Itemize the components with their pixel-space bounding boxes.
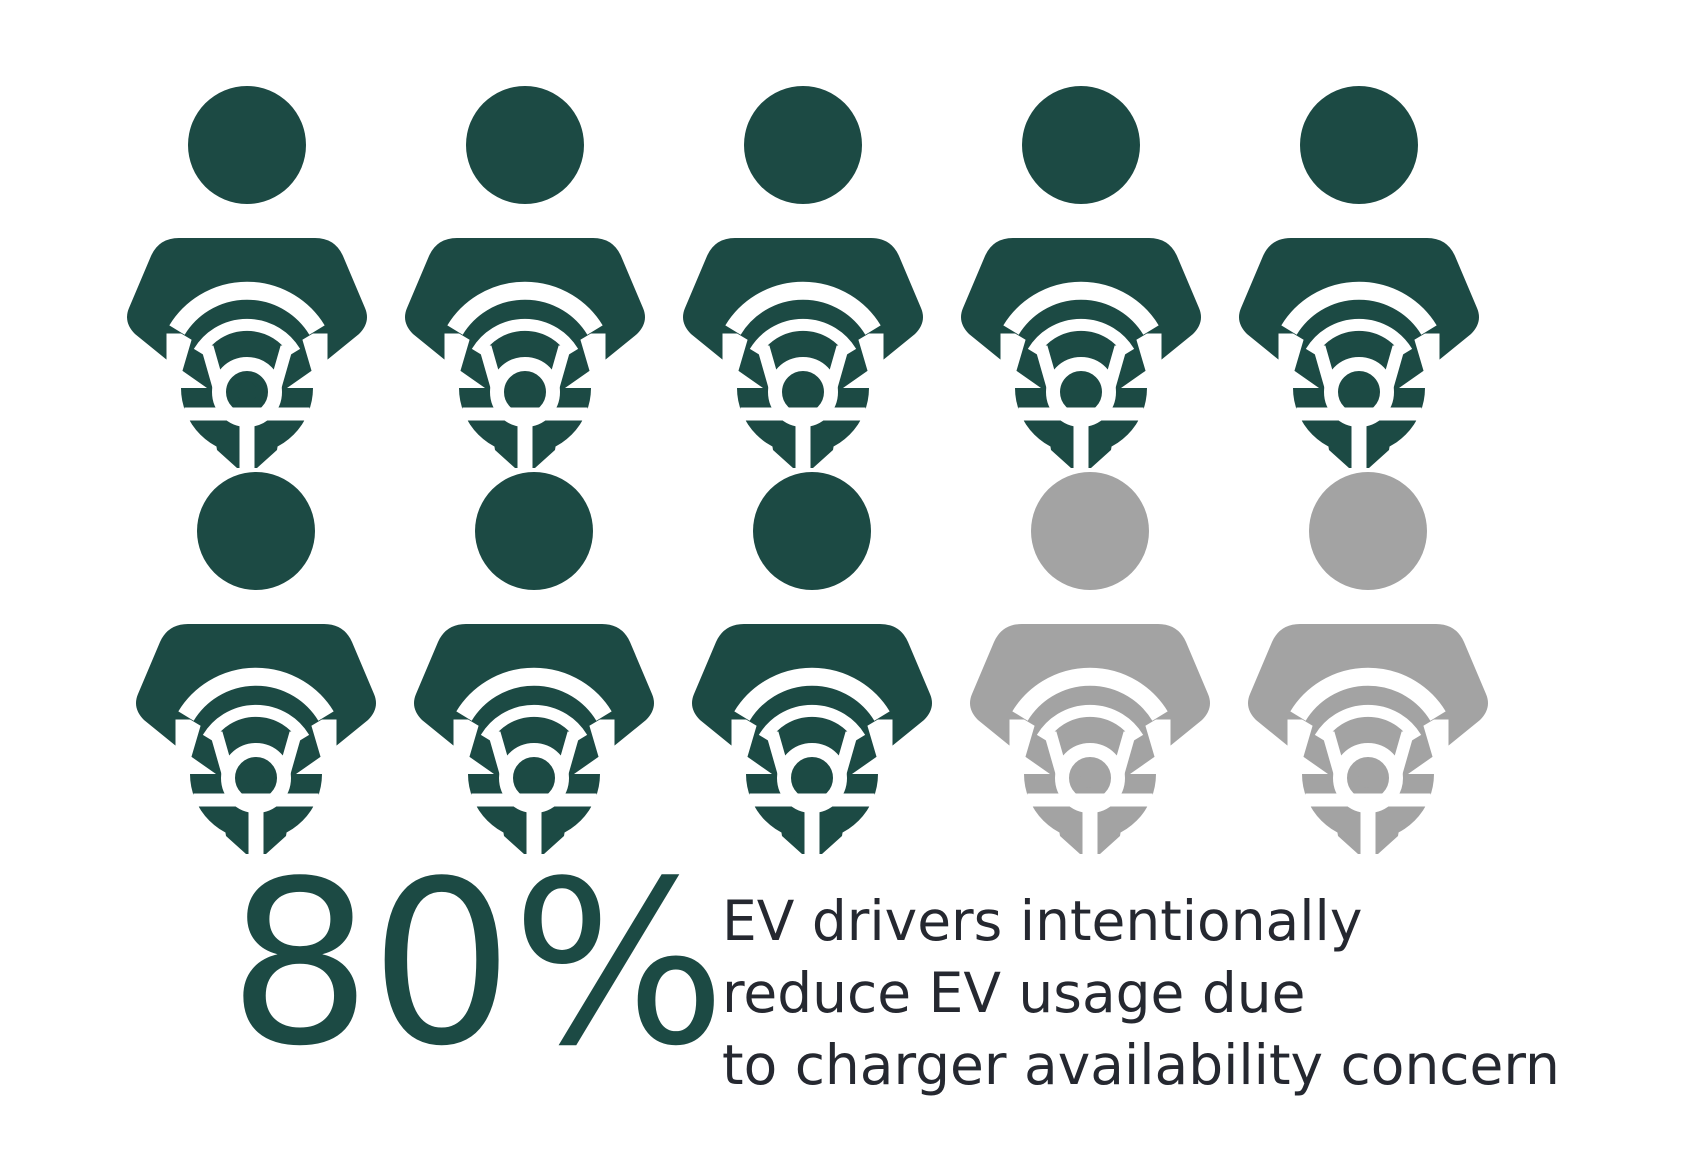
driver-icon-highlighted <box>405 86 645 480</box>
driver-icon-muted <box>1248 472 1488 860</box>
driver-icon-highlighted <box>961 86 1201 480</box>
caption-line-3: to charger availability concern <box>722 1033 1560 1097</box>
driver-icon-highlighted <box>127 86 367 480</box>
driver-icon-muted <box>970 472 1210 860</box>
driver-icon-highlighted <box>692 472 932 860</box>
driver-icon-highlighted <box>1239 86 1479 480</box>
driver-icon-highlighted <box>136 472 376 860</box>
stat-value: 80% <box>228 833 726 1096</box>
caption-line-1: EV drivers intentionally <box>722 889 1363 953</box>
driver-icon-highlighted <box>414 472 654 860</box>
caption-line-2: reduce EV usage due <box>722 961 1306 1025</box>
pictograph-chart <box>127 86 1488 860</box>
stat-caption: EV drivers intentionally reduce EV usage… <box>722 885 1682 1101</box>
driver-icon-highlighted <box>683 86 923 480</box>
